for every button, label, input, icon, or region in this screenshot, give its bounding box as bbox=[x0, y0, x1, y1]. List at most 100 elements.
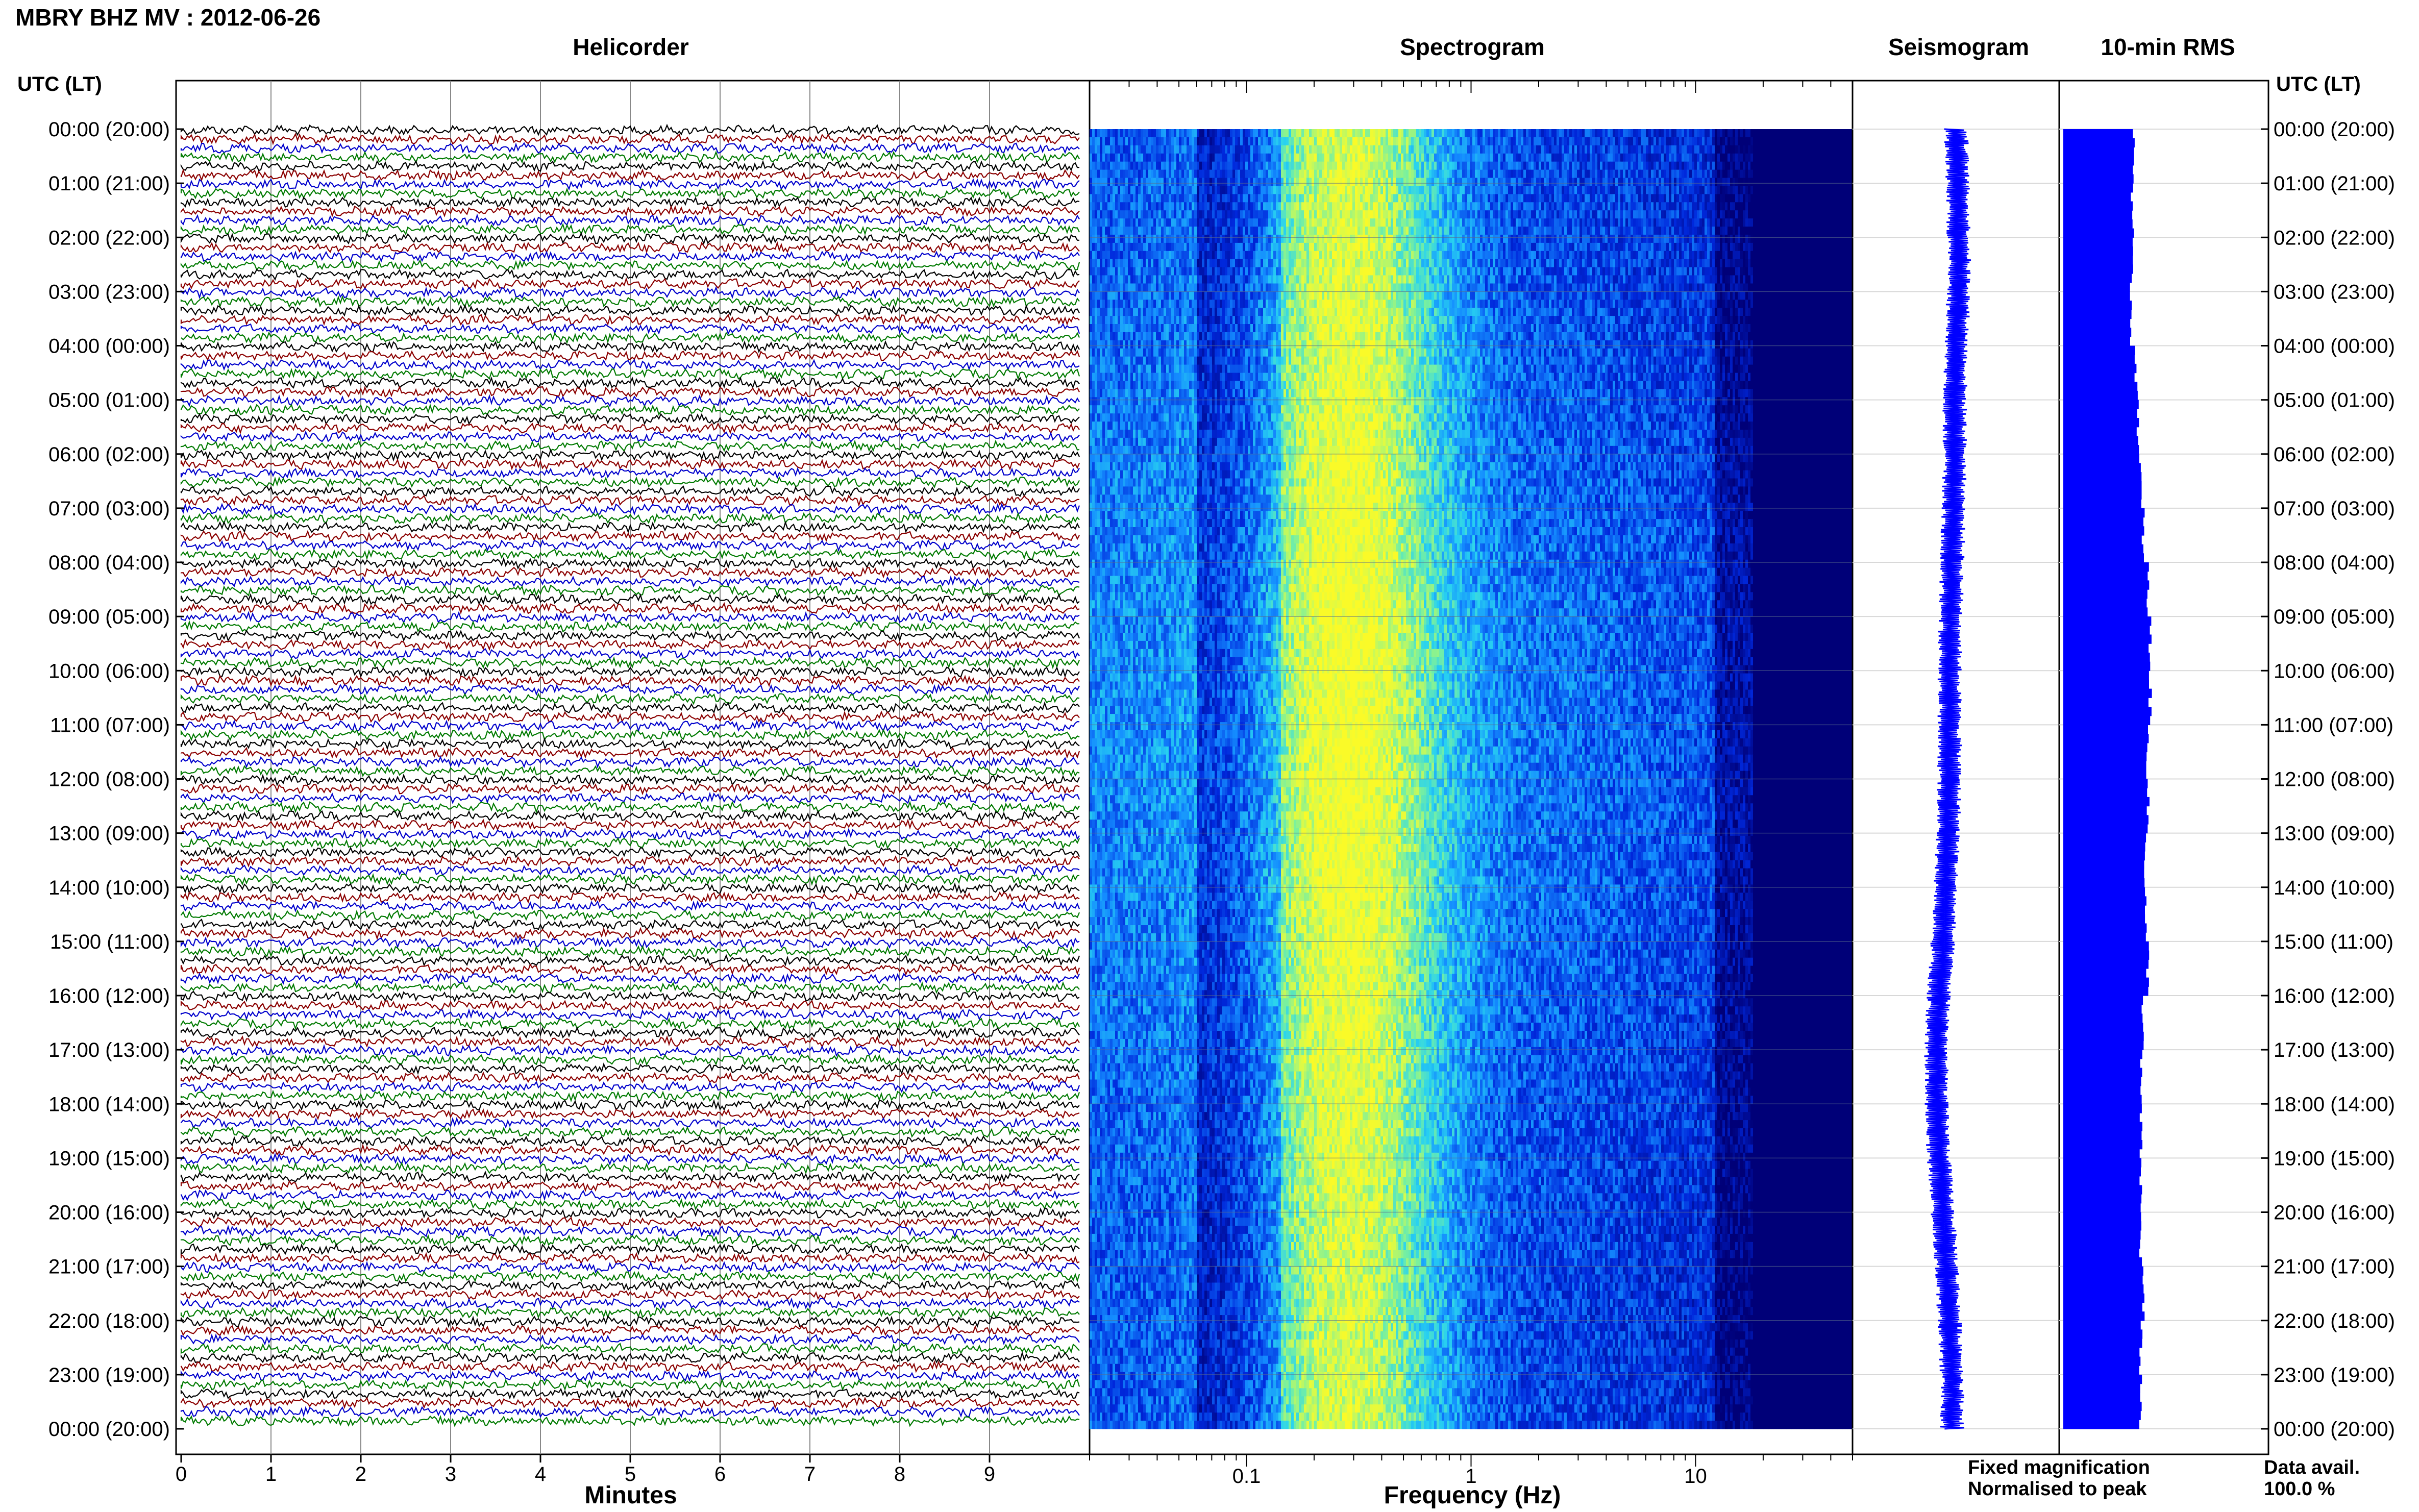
spectrogram-cell bbox=[1444, 137, 1447, 146]
spectrogram-cell bbox=[1403, 145, 1406, 154]
spectrogram-cell bbox=[1350, 137, 1353, 146]
spectrogram-cell bbox=[1266, 145, 1269, 154]
spectrogram-cell bbox=[1261, 145, 1264, 154]
spectrogram-cell bbox=[1789, 129, 1792, 138]
spectrogram-cell bbox=[1554, 137, 1557, 146]
spectrogram-cell bbox=[1447, 137, 1450, 146]
spectrogram-cell bbox=[1442, 129, 1445, 138]
spectrogram-cell bbox=[1227, 129, 1230, 138]
spectrogram-cell bbox=[1819, 129, 1822, 138]
spectrogram-cell bbox=[1582, 129, 1585, 138]
spectrogram-cell bbox=[1679, 129, 1682, 138]
spectrogram-cell bbox=[1534, 137, 1537, 146]
spectrogram-cell bbox=[1337, 145, 1340, 154]
spectrogram-cell bbox=[1212, 129, 1215, 138]
spectrogram-cell bbox=[1370, 129, 1373, 138]
spectrogram-cell bbox=[1299, 145, 1302, 154]
spectrogram-cell bbox=[1460, 145, 1463, 154]
spectrogram-cell bbox=[1158, 129, 1162, 138]
spectrogram-cell bbox=[1261, 137, 1264, 146]
spectrogram-cell bbox=[1225, 145, 1228, 154]
spectrogram-cell bbox=[1756, 129, 1759, 138]
spectrogram-cell bbox=[1786, 129, 1789, 138]
spectrogram-cell bbox=[1493, 145, 1496, 154]
spectrogram-cell bbox=[1638, 129, 1641, 138]
spectrogram-cell bbox=[1508, 137, 1511, 146]
spectrogram-cell bbox=[1220, 145, 1223, 154]
spectrogram-cell bbox=[1363, 137, 1366, 146]
spectrogram-cell bbox=[1227, 145, 1230, 154]
spectrogram-cell bbox=[1725, 129, 1728, 138]
spectrogram-cell bbox=[1291, 137, 1294, 146]
spectrogram-cell bbox=[1467, 137, 1470, 146]
spectrogram-cell bbox=[1136, 129, 1139, 138]
spectrogram-cell bbox=[1546, 137, 1549, 146]
spectrogram-cell bbox=[1317, 129, 1320, 138]
spectrogram-cell bbox=[1306, 145, 1310, 154]
spectrogram-cell bbox=[1684, 137, 1687, 146]
spectrogram-cell bbox=[1148, 145, 1151, 154]
spectrogram-cell bbox=[1710, 129, 1713, 138]
spectrogram-cell bbox=[1779, 137, 1782, 146]
spectrogram-cell bbox=[1197, 137, 1200, 146]
spectrogram-cell bbox=[1225, 137, 1228, 146]
spectrogram-cell bbox=[1215, 137, 1218, 146]
spectrogram-cell bbox=[1495, 145, 1498, 154]
spectrogram-cell bbox=[1528, 129, 1532, 138]
spectrogram-cell bbox=[1431, 137, 1435, 146]
spectrogram-cell bbox=[1355, 145, 1358, 154]
spectrogram-cell bbox=[1383, 145, 1386, 154]
spectrogram-cell bbox=[1776, 137, 1779, 146]
spectrogram-cell bbox=[1235, 145, 1238, 154]
spectrogram-cell bbox=[1750, 137, 1754, 146]
spectrogram-cell bbox=[1146, 145, 1149, 154]
spectrogram-cell bbox=[1319, 137, 1322, 146]
spectrogram-cell bbox=[1273, 137, 1276, 146]
spectrogram-cell bbox=[1409, 145, 1412, 154]
spectrogram-cell bbox=[1283, 137, 1287, 146]
spectrogram-cell bbox=[1118, 129, 1121, 138]
spectrogram-cell bbox=[1620, 137, 1623, 146]
spectrogram-cell bbox=[1500, 137, 1503, 146]
spectrogram-cell bbox=[1314, 137, 1317, 146]
spectrogram-cell bbox=[1429, 145, 1432, 154]
spectrogram-cell bbox=[1493, 129, 1496, 138]
spectrogram-cell bbox=[1294, 137, 1297, 146]
spectrogram-cell bbox=[1493, 137, 1496, 146]
spectrogram-cell bbox=[1697, 129, 1700, 138]
seismic-figure: MBRY BHZ MV : 2012-06-26 UTC (LT) UTC (L… bbox=[0, 0, 2419, 1512]
spectrogram-cell bbox=[1130, 145, 1133, 154]
spectrogram-cell bbox=[1646, 137, 1649, 146]
spectrogram-cell bbox=[1664, 137, 1667, 146]
spectrogram-cell bbox=[1756, 137, 1759, 146]
spectrogram-cell bbox=[1419, 137, 1422, 146]
spectrogram-cell bbox=[1360, 137, 1363, 146]
spectrogram-cell bbox=[1289, 129, 1292, 138]
spectrogram-cell bbox=[1712, 129, 1715, 138]
spectrogram-cell bbox=[1179, 145, 1182, 154]
spectrogram-cell bbox=[1449, 145, 1452, 154]
spectrogram-cell bbox=[1187, 145, 1190, 154]
spectrogram-cell bbox=[1227, 137, 1230, 146]
spectrogram-cell bbox=[1245, 145, 1248, 154]
spectrogram-cell bbox=[1207, 145, 1210, 154]
spectrogram-cell bbox=[1105, 137, 1108, 146]
spectrogram-cell bbox=[1562, 137, 1565, 146]
spectrogram-cell bbox=[1143, 129, 1146, 138]
spectrogram-cell bbox=[1766, 137, 1769, 146]
spectrogram-cell bbox=[1240, 129, 1243, 138]
spectrogram-cell bbox=[1156, 137, 1159, 146]
spectrogram-cell bbox=[1618, 137, 1621, 146]
spectrogram-cell bbox=[1429, 137, 1432, 146]
spectrogram-cell bbox=[1817, 129, 1820, 138]
spectrogram-cell bbox=[1554, 129, 1557, 138]
spectrogram-cell bbox=[1329, 145, 1332, 154]
spectrogram-cell bbox=[1600, 137, 1603, 146]
spectrogram-cell bbox=[1840, 129, 1843, 138]
spectrogram-cell bbox=[1138, 137, 1141, 146]
spectrogram-cell bbox=[1569, 137, 1572, 146]
spectrogram-cell bbox=[1745, 137, 1748, 146]
spectrogram-cell bbox=[1411, 129, 1414, 138]
spectrogram-cell bbox=[1278, 129, 1281, 138]
spectrogram-cell bbox=[1398, 137, 1401, 146]
